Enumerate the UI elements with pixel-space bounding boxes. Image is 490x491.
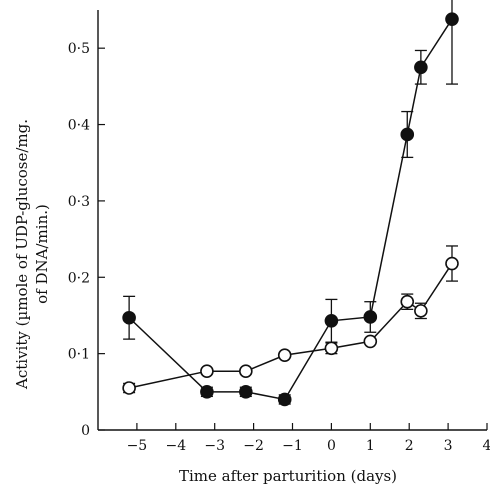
x-tick-label-4: −1 bbox=[282, 438, 303, 454]
y-tick-label-2: 0·2 bbox=[68, 270, 90, 286]
series-1-point-2 bbox=[239, 364, 253, 379]
series-1 bbox=[122, 245, 459, 395]
series-0-point-8 bbox=[445, 12, 459, 26]
x-tick-label-0: −5 bbox=[127, 438, 148, 454]
series-1-point-0 bbox=[122, 381, 136, 395]
series-1-point-4 bbox=[324, 341, 339, 356]
series-0 bbox=[122, 0, 459, 407]
y-tick-label-0: 0 bbox=[81, 423, 90, 439]
series-1-point-3 bbox=[277, 348, 292, 362]
series-0-point-7 bbox=[414, 60, 428, 75]
series-0-point-1 bbox=[200, 385, 214, 399]
x-tick-label-9: 4 bbox=[483, 438, 490, 454]
series-0-line bbox=[128, 18, 453, 401]
x-tick-label-5: 0 bbox=[327, 438, 336, 454]
series-0-point-5 bbox=[363, 310, 378, 324]
x-tick-label-1: −4 bbox=[165, 438, 186, 454]
series-1-point-8 bbox=[445, 256, 459, 271]
x-tick-label-8: 3 bbox=[444, 438, 453, 454]
series-0-point-2 bbox=[239, 385, 253, 399]
y-tick-label-3: 0·3 bbox=[68, 194, 90, 210]
x-tick-label-2: −3 bbox=[204, 438, 225, 454]
series-1-line bbox=[128, 263, 453, 389]
x-tick-label-6: 1 bbox=[366, 438, 375, 454]
y-tick-label-4: 0·4 bbox=[68, 118, 90, 134]
plot-axes: −5 −4 −3 −2 −1 0 1 2 3 4 0 0·1 0·2 0·3 0·4 0·5 bbox=[68, 10, 490, 454]
series-1-point-6 bbox=[400, 294, 415, 309]
y-axis-title-line1: Activity (µmole of UDP-glucose/mg. bbox=[13, 119, 31, 390]
y-tick-label-5: 0·5 bbox=[68, 41, 90, 57]
y-tick-label-1: 0·1 bbox=[68, 347, 90, 363]
y-axis-title-line2: of DNA/min.) bbox=[33, 204, 51, 304]
x-tick-label-3: −2 bbox=[243, 438, 264, 454]
series-0-point-3 bbox=[277, 392, 292, 407]
x-tick-label-7: 2 bbox=[405, 438, 414, 454]
series-0-point-4 bbox=[324, 313, 339, 328]
series-1-point-7 bbox=[414, 304, 428, 318]
series-0-point-6 bbox=[400, 127, 415, 142]
series-1-point-1 bbox=[200, 364, 214, 379]
series-1-point-5 bbox=[363, 334, 378, 349]
series-layer bbox=[122, 0, 459, 407]
series-0-point-0 bbox=[122, 310, 136, 325]
x-axis-title: Time after parturition (days) bbox=[179, 467, 397, 485]
